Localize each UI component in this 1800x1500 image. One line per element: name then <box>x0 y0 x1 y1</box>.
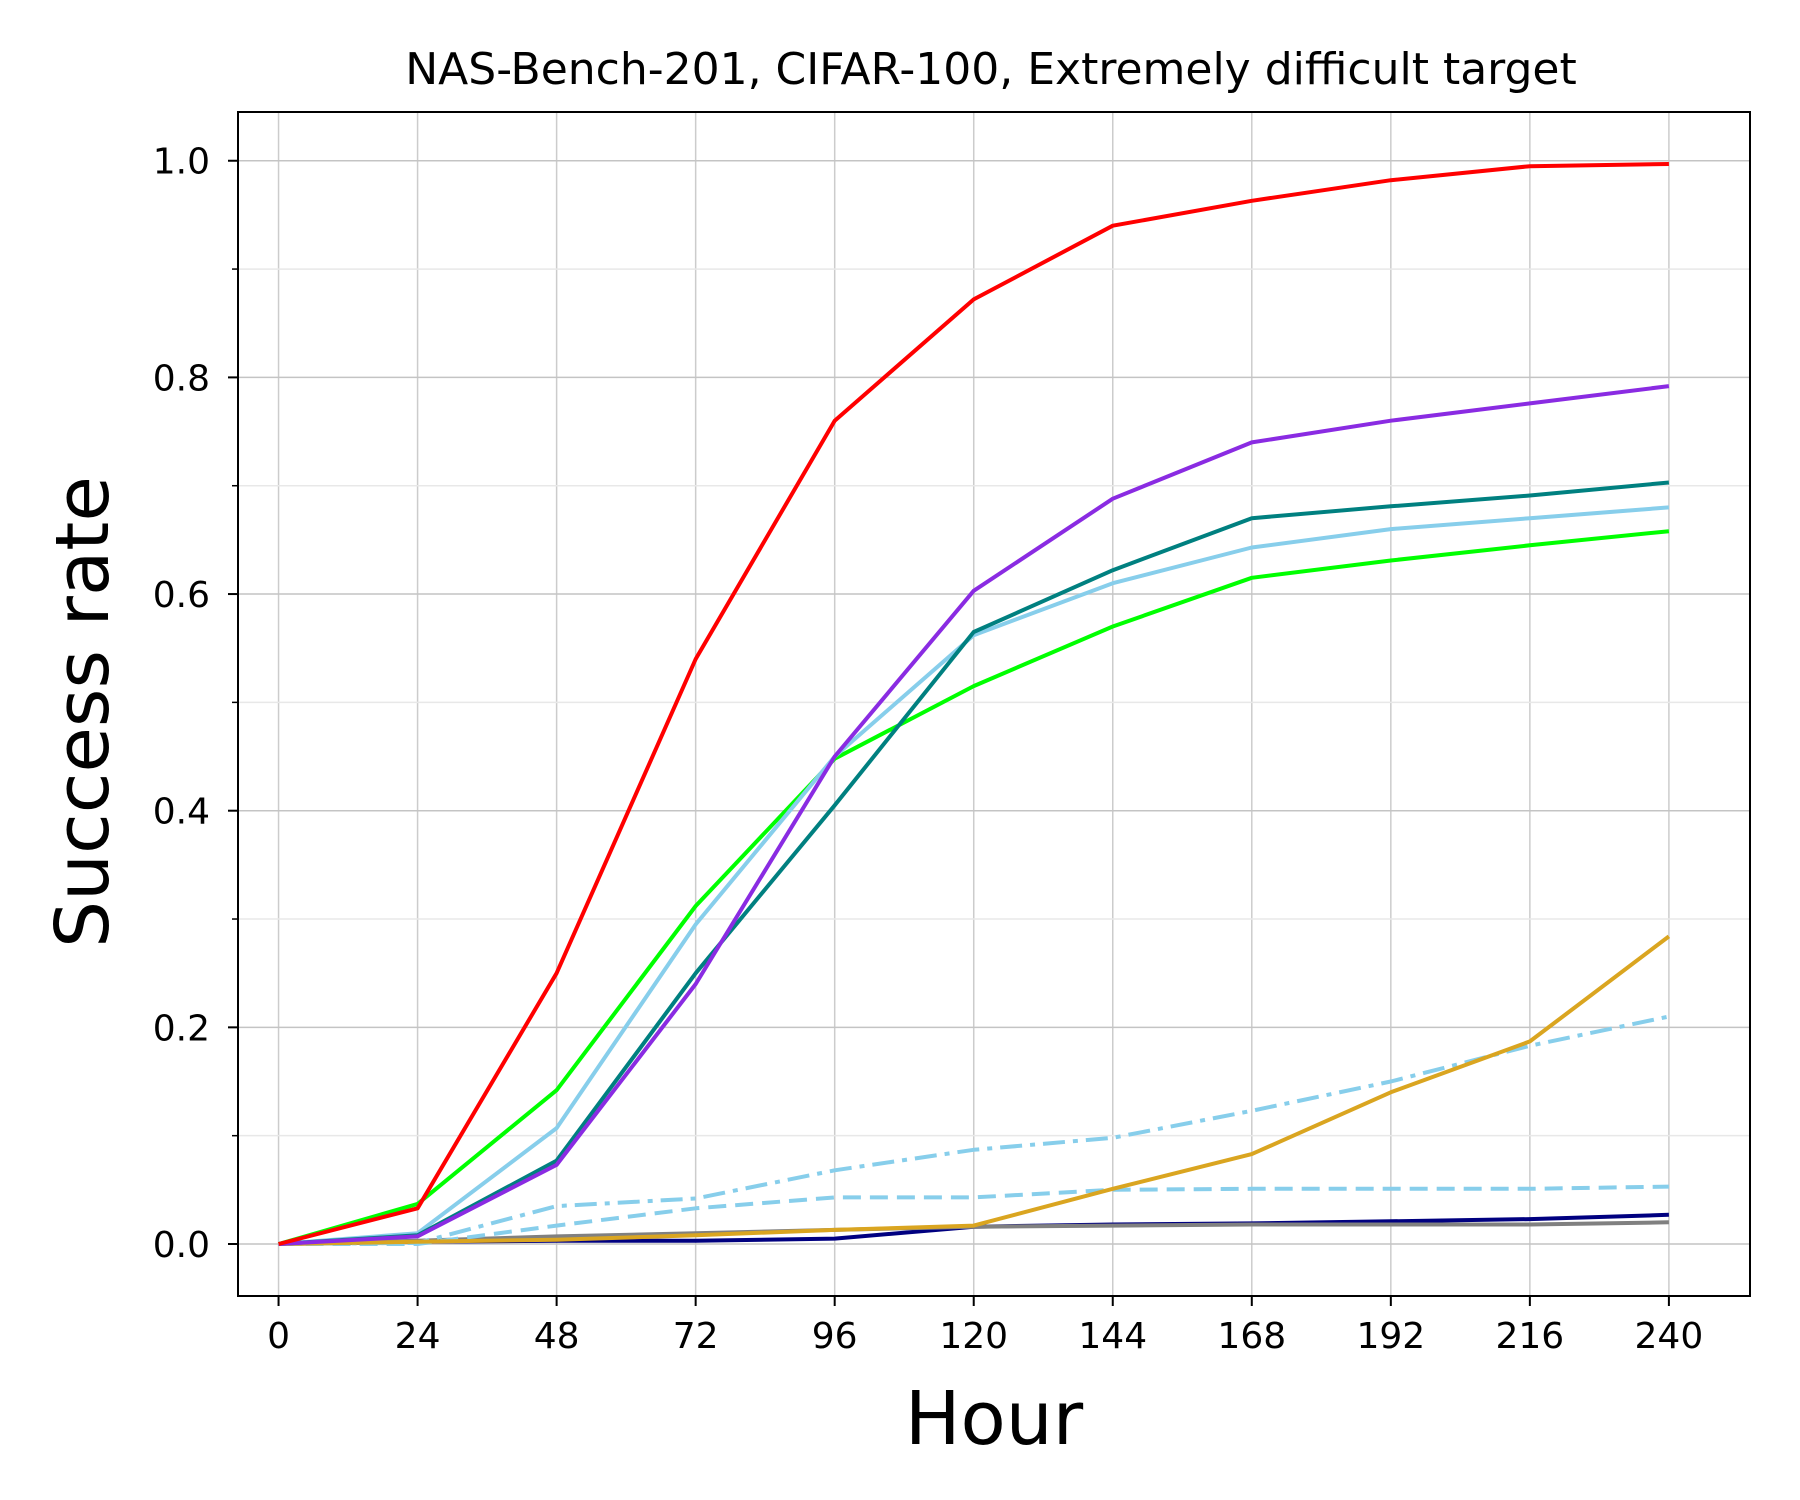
grid <box>238 112 1750 1296</box>
x-tick-label: 72 <box>673 1316 719 1357</box>
x-tick-label: 216 <box>1496 1316 1565 1357</box>
y-tick-label: 0.6 <box>153 575 210 616</box>
x-tick-label: 24 <box>395 1316 441 1357</box>
chart-title: NAS-Bench-201, CIFAR-100, Extremely diff… <box>405 44 1576 95</box>
x-tick-label: 0 <box>267 1316 290 1357</box>
series-line-skyblue <box>278 505 1670 1246</box>
y-tick-label: 1.0 <box>153 142 210 183</box>
x-tick-label: 192 <box>1356 1316 1425 1357</box>
y-tick-label: 0.0 <box>153 1225 210 1266</box>
series-line-purple <box>278 384 1670 1246</box>
series-line-red <box>278 162 1669 1246</box>
series-line-teal <box>278 480 1670 1246</box>
x-tick-label: 48 <box>534 1316 580 1357</box>
y-tick-label: 0.2 <box>153 1008 210 1049</box>
plot-frame <box>237 111 1751 1297</box>
series-lines <box>278 162 1671 1246</box>
x-axis-label: Hour <box>905 1376 1084 1462</box>
y-tick-label: 0.8 <box>153 358 210 399</box>
x-tick-label: 144 <box>1078 1316 1147 1357</box>
series-line-lime <box>278 529 1670 1246</box>
y-tick-label: 0.4 <box>153 792 210 833</box>
series-line-skyblue-dashdot <box>278 1014 1670 1246</box>
x-tick-label: 168 <box>1217 1316 1286 1357</box>
axis-ticks: 0 24 48 72 96 120 144 168 192 216 240 0.0 0.2 0.4 0.6 0… <box>153 142 1704 1357</box>
x-tick-label: 96 <box>812 1316 858 1357</box>
x-tick-label: 120 <box>939 1316 1008 1357</box>
y-axis-label: Success rate <box>40 476 126 948</box>
x-tick-label: 240 <box>1635 1316 1704 1357</box>
series-line-goldenrod <box>278 934 1671 1246</box>
series-line-skyblue-dashed <box>278 1184 1669 1246</box>
